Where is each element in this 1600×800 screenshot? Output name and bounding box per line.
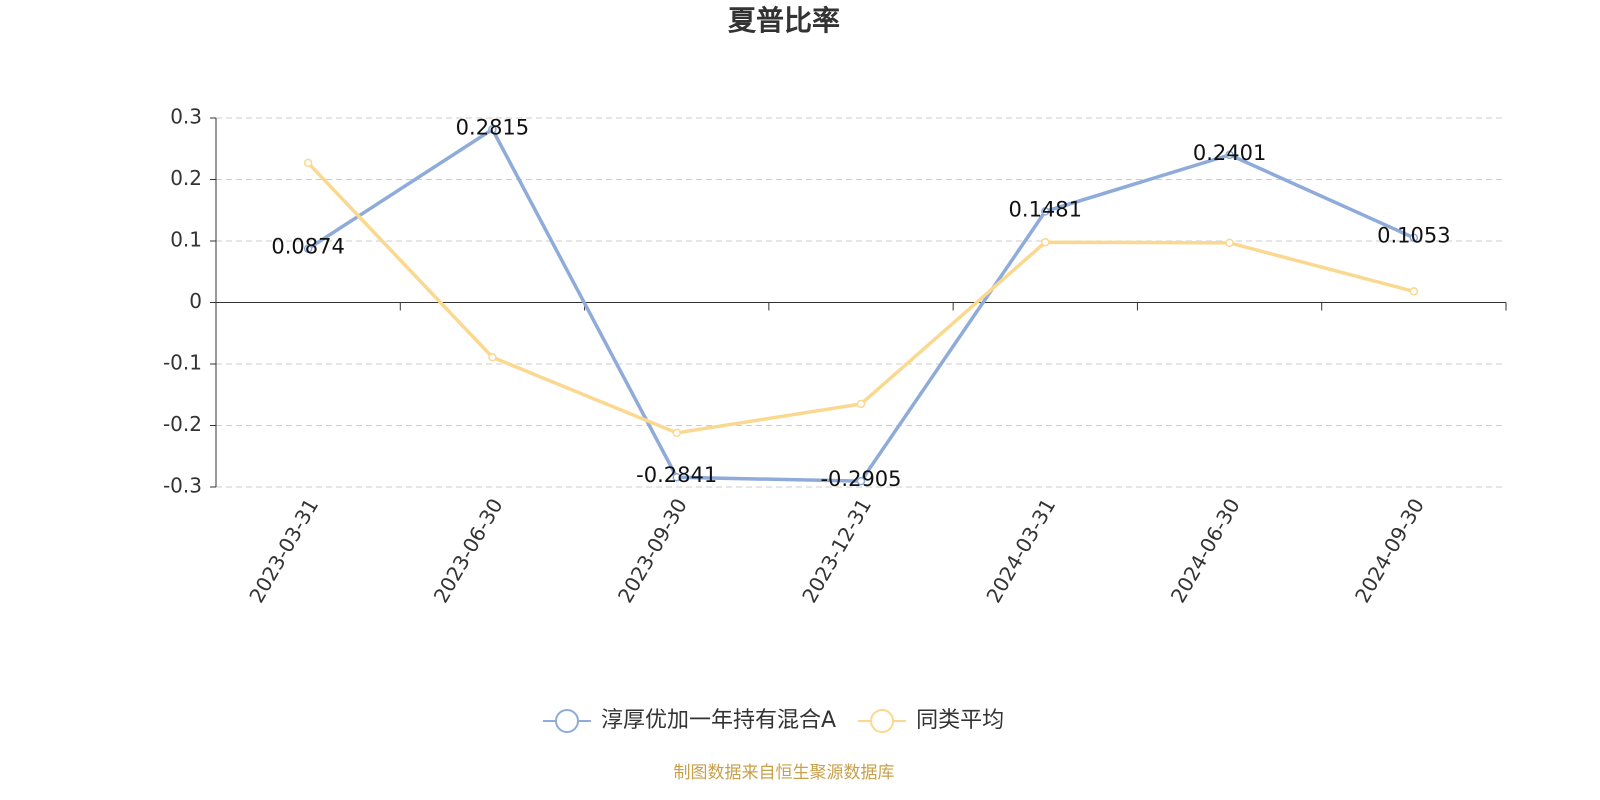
y-tick-label: 0.1 [170, 228, 202, 252]
data-label: 0.0874 [271, 235, 344, 259]
data-label: 0.2815 [456, 115, 529, 139]
x-tick-label: 2023-03-31 [244, 494, 323, 607]
x-tick-label: 2023-12-31 [797, 494, 876, 607]
data-point [672, 472, 681, 482]
data-point [1041, 207, 1050, 216]
legend-label: 同类平均 [916, 708, 1004, 733]
series-line [307, 126, 1415, 483]
data-label: 0.1481 [1009, 197, 1082, 221]
data-label: -0.2841 [636, 463, 717, 487]
data-point [672, 428, 681, 438]
data-label: -0.2905 [820, 467, 901, 491]
data-label: 0.2401 [1193, 141, 1266, 165]
y-tick-label: 0.2 [170, 166, 202, 190]
data-point [488, 125, 497, 134]
x-tick-label: 2024-09-30 [1350, 494, 1429, 607]
data-point [1225, 238, 1234, 248]
y-tick-label: 0 [189, 289, 202, 313]
data-point [1409, 233, 1419, 242]
data-point [856, 476, 866, 486]
legend-marker [555, 709, 579, 733]
data-point [1225, 150, 1234, 160]
data-point [488, 352, 497, 362]
data-point [303, 158, 313, 168]
source-note: 制图数据来自恒生聚源数据库 [674, 763, 895, 783]
data-point [303, 244, 313, 253]
x-tick-label: 2024-06-30 [1166, 494, 1245, 607]
data-point [1041, 237, 1050, 247]
y-tick-label: -0.3 [163, 474, 202, 498]
x-tick-label: 2024-03-31 [981, 494, 1060, 607]
data-point [1409, 287, 1419, 296]
legend-label: 淳厚优加一年持有混合A [601, 708, 836, 733]
x-tick-label: 2023-09-30 [613, 494, 692, 607]
legend-marker [870, 709, 895, 733]
data-point [856, 399, 866, 409]
y-tick-label: 0.3 [170, 105, 202, 129]
x-tick-label: 2023-06-30 [429, 494, 508, 607]
data-label: 0.1053 [1377, 224, 1450, 248]
series-line [306, 161, 1415, 435]
y-tick-label: -0.1 [163, 351, 202, 375]
y-tick-label: -0.2 [163, 412, 202, 436]
chart-title: 夏普比率 [728, 4, 840, 37]
